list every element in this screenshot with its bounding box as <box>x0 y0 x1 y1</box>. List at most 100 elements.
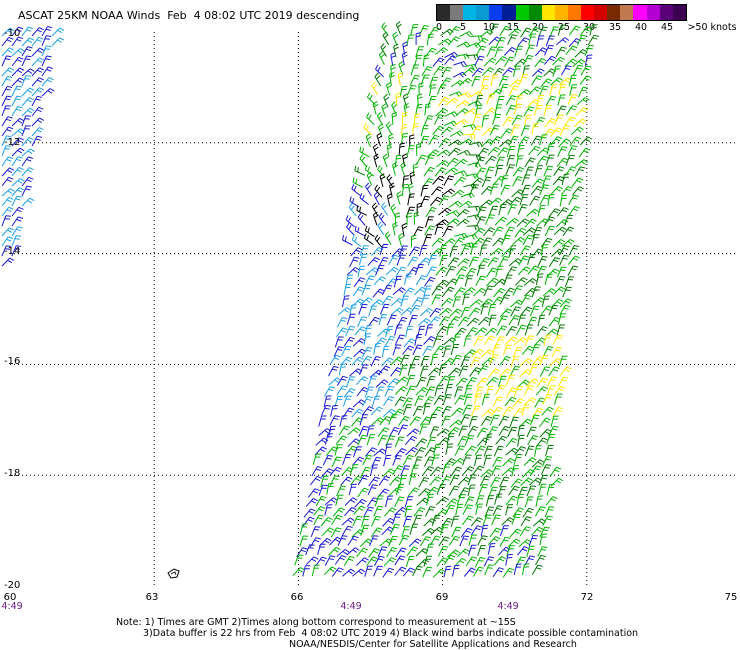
wind-barb <box>415 387 429 396</box>
wind-barb <box>380 303 390 315</box>
wind-barb <box>436 483 446 495</box>
wind-barb <box>557 146 568 157</box>
wind-barb <box>328 377 342 386</box>
wind-barb <box>1 36 14 47</box>
wind-barb <box>540 305 553 316</box>
wind-barb <box>498 415 510 427</box>
wind-barb <box>347 535 359 546</box>
wind-barb <box>568 74 577 87</box>
legend-swatch-9 <box>554 5 568 20</box>
legend-label-40: 40 <box>634 22 648 33</box>
wind-barb <box>475 216 487 227</box>
wind-barb <box>305 544 315 556</box>
wind-barb <box>390 367 402 377</box>
wind-barb <box>356 547 369 558</box>
wind-barb <box>500 175 509 187</box>
legend-swatch-18 <box>672 5 686 20</box>
wind-barb <box>392 287 406 296</box>
wind-barb <box>422 403 431 415</box>
wind-barb <box>508 258 522 267</box>
wind-barb <box>389 71 395 86</box>
wind-barb <box>430 353 439 366</box>
wind-barb <box>315 556 327 567</box>
legend-swatch-3 <box>476 5 490 20</box>
wind-barb <box>452 296 462 308</box>
wind-barb <box>494 104 503 116</box>
wind-barb <box>512 285 523 296</box>
wind-barb <box>331 514 343 525</box>
wind-barb <box>468 307 481 318</box>
legend-swatch-5 <box>502 5 516 20</box>
wind-barb <box>394 334 405 346</box>
wind-barb <box>458 365 469 377</box>
wind-barb <box>536 265 547 277</box>
wind-barb <box>309 537 321 548</box>
wind-barb <box>517 424 525 437</box>
wind-barb <box>358 425 369 437</box>
wind-barb <box>386 174 394 188</box>
wind-barb <box>334 555 347 565</box>
wind-barb <box>477 535 488 546</box>
wind-barb <box>334 444 343 456</box>
wind-barb <box>31 57 45 67</box>
wind-barb <box>312 453 322 465</box>
wind-barb <box>323 395 332 408</box>
wind-barb <box>508 245 517 257</box>
wind-barb <box>439 244 447 257</box>
wind-barb <box>501 234 511 246</box>
wind-barb <box>534 116 546 128</box>
wind-barb <box>377 123 384 138</box>
wind-barb <box>455 377 468 387</box>
wind-barb <box>480 349 494 358</box>
wind-barb <box>559 124 571 136</box>
wind-barb <box>483 57 497 67</box>
wind-barb <box>334 395 344 408</box>
lat-label-20: -20 <box>4 580 21 591</box>
wind-barb <box>386 314 397 326</box>
wind-barb <box>311 564 320 577</box>
wind-barb <box>516 493 525 506</box>
wind-barb <box>546 143 555 155</box>
wind-barb <box>366 171 373 186</box>
wind-barb <box>459 535 469 547</box>
wind-barb <box>390 523 400 535</box>
wind-barb <box>324 504 333 516</box>
wind-barb <box>531 234 540 246</box>
wind-barb <box>315 495 327 507</box>
wind-barb <box>493 445 504 457</box>
wind-barb <box>516 145 525 157</box>
wind-barb <box>428 26 440 37</box>
wind-barb <box>324 497 338 506</box>
wind-barb <box>362 454 373 466</box>
wind-barb <box>452 71 467 78</box>
wind-barb <box>402 345 415 355</box>
wind-barb <box>463 393 473 405</box>
legend-color-bar <box>436 4 687 21</box>
wind-barb <box>464 445 477 456</box>
wind-barb <box>351 408 364 418</box>
wind-barb <box>512 236 526 246</box>
wind-barb <box>509 365 521 377</box>
wind-barb <box>518 255 530 266</box>
wind-barb <box>31 27 44 37</box>
wind-barb <box>467 205 481 212</box>
wind-barb <box>359 146 370 158</box>
wind-barb <box>443 175 455 186</box>
wind-barb <box>31 77 44 87</box>
wind-barb <box>471 405 481 417</box>
wind-barb <box>518 136 530 147</box>
wind-barb <box>499 25 511 36</box>
wind-barb <box>11 226 23 237</box>
wind-barb <box>413 456 423 468</box>
wind-barb <box>440 524 449 536</box>
wind-barb <box>386 193 393 207</box>
wind-barb <box>480 138 494 148</box>
wind-barb <box>330 405 338 417</box>
wind-barb <box>513 337 527 346</box>
wind-barb <box>404 273 412 285</box>
wind-barb <box>462 124 477 130</box>
wind-barb <box>486 93 496 105</box>
wind-barb <box>438 138 451 148</box>
wind-barb <box>569 136 582 147</box>
note-line-3: NOAA/NESDIS/Center for Satellite Applica… <box>289 639 577 650</box>
